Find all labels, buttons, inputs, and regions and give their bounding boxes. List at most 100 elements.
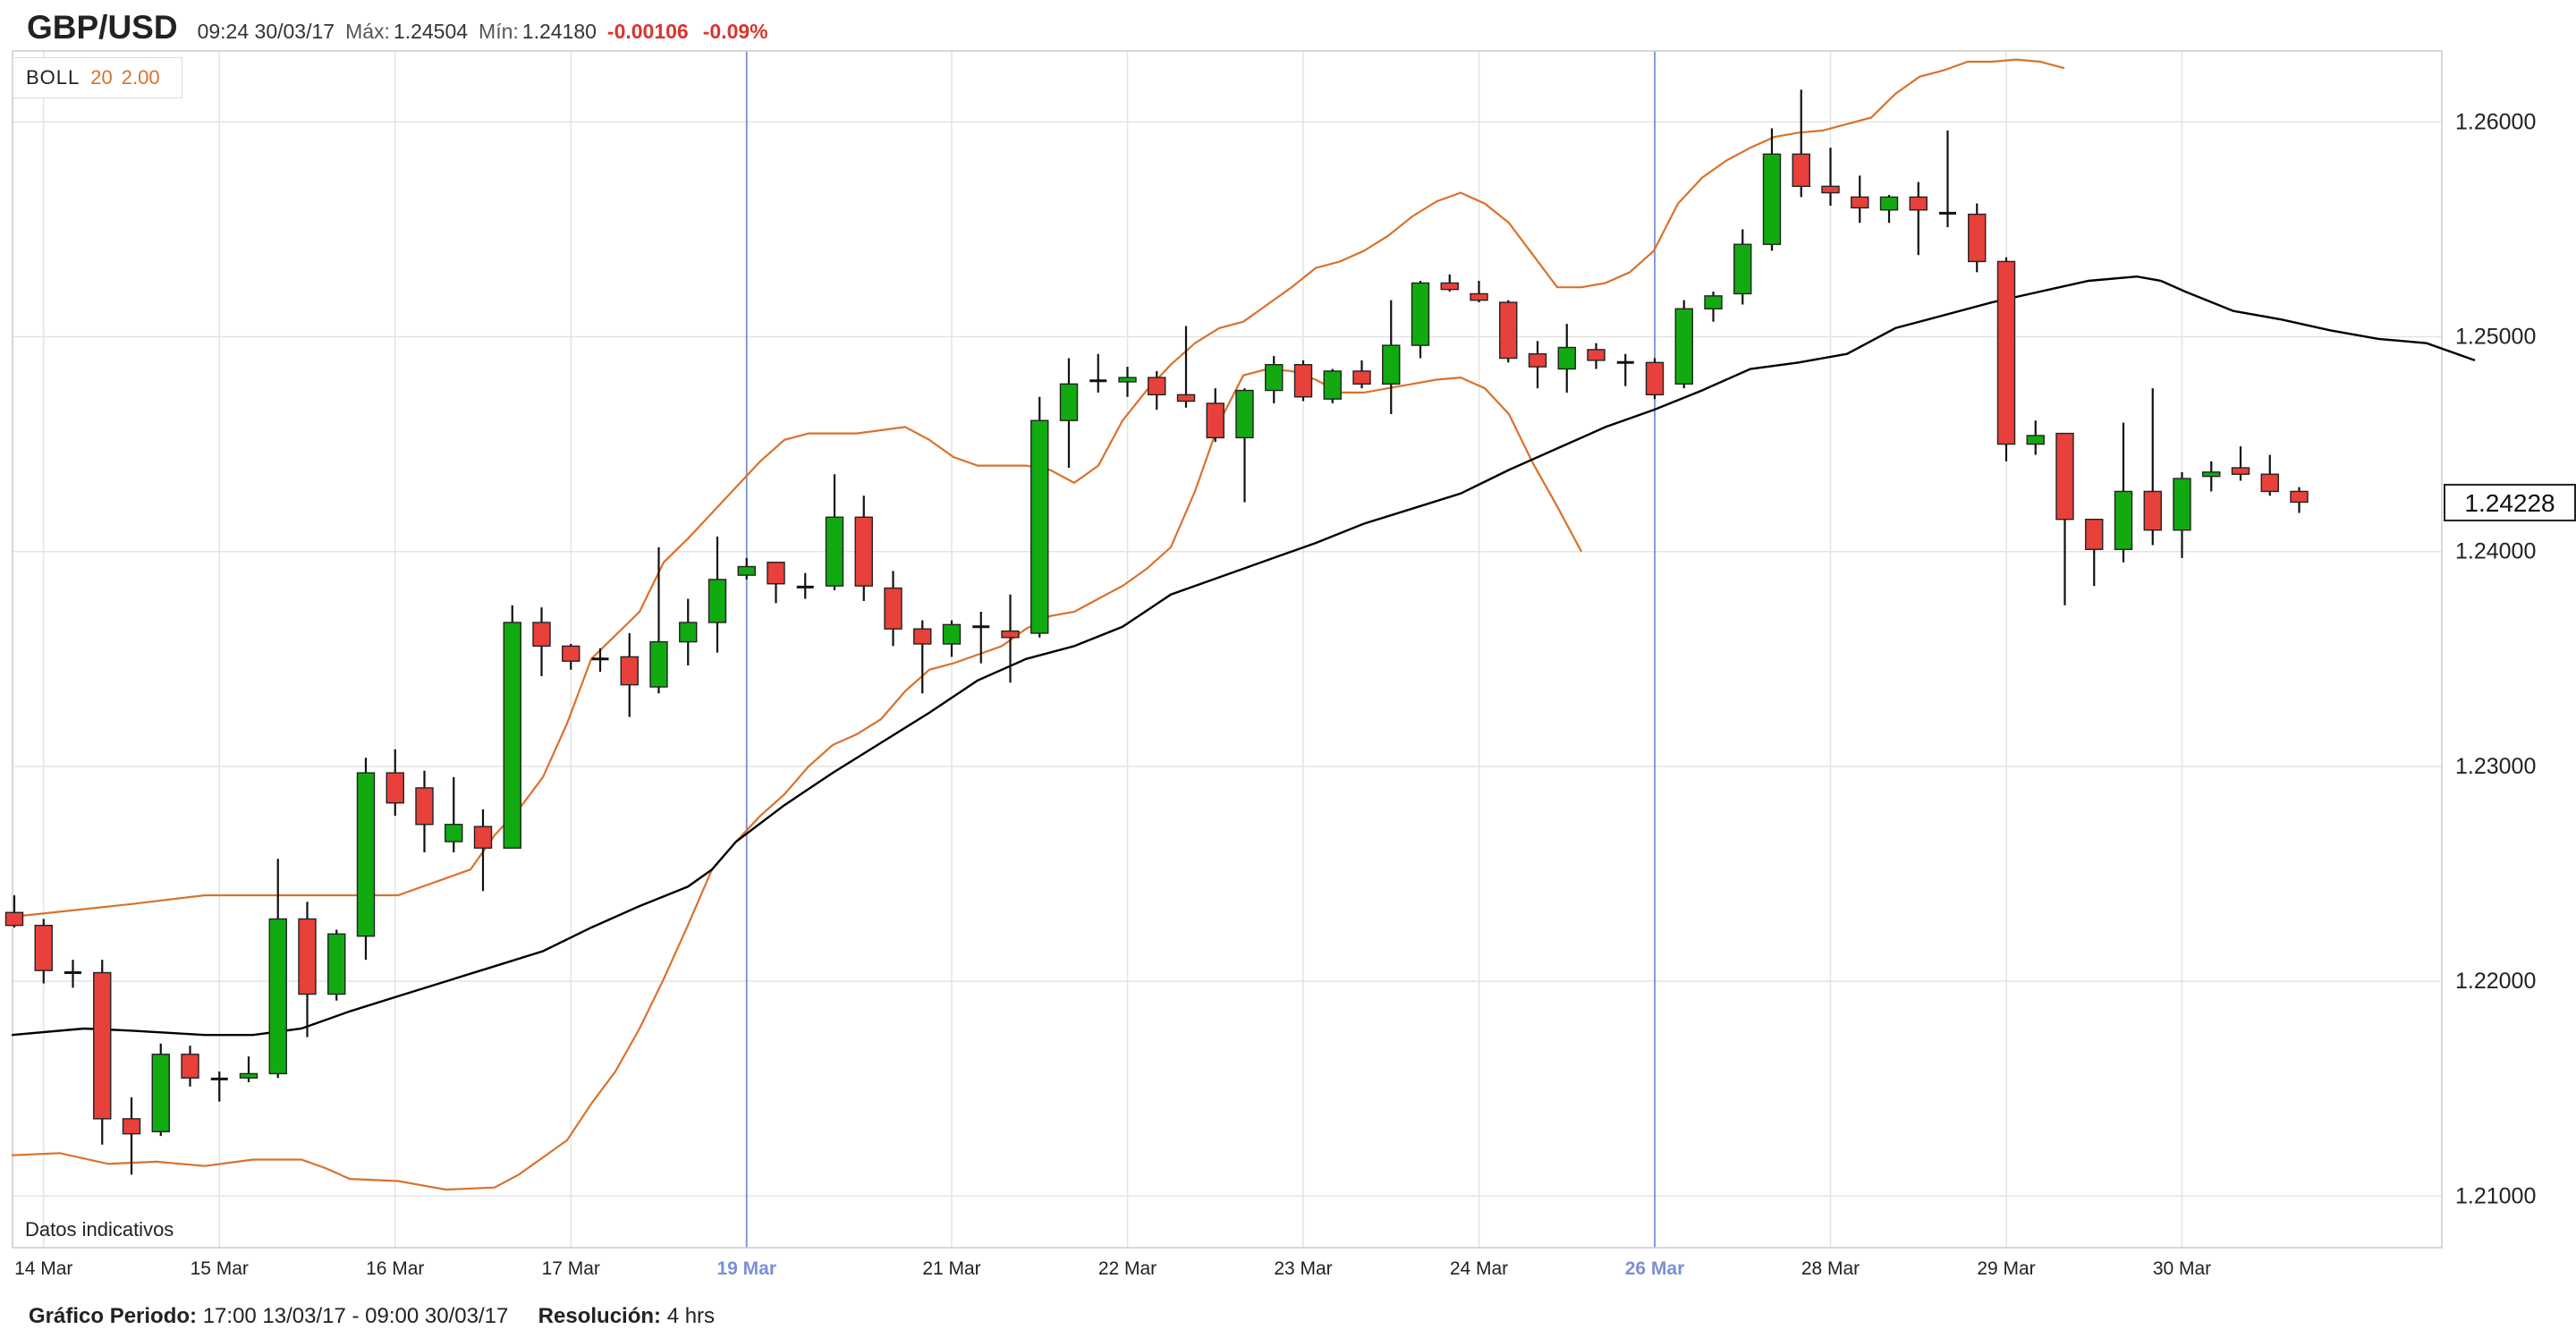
candle	[2173, 471, 2191, 558]
candle	[1206, 388, 1224, 443]
candle-body-up	[1557, 346, 1576, 370]
period-value: 17:00 13/03/17 - 09:00 30/03/17	[202, 1304, 509, 1328]
candle	[298, 902, 317, 1037]
candle	[122, 1097, 141, 1175]
candle-body-down	[2143, 490, 2162, 531]
x-tick-label: 26 Mar	[1625, 1258, 1685, 1279]
candle-body-up	[1265, 364, 1284, 392]
candle	[34, 919, 53, 984]
candle	[2055, 432, 2074, 605]
highlight-lines	[745, 51, 1656, 1248]
change-value: -0.00106	[606, 20, 689, 43]
candle	[2085, 518, 2104, 587]
candle	[1879, 194, 1899, 224]
candle	[1323, 368, 1342, 403]
candle	[1587, 343, 1606, 369]
chart-header: GBP/USD 09:24 30/03/17 Máx: 1.24504 Mín:…	[27, 9, 783, 50]
candle-body-down	[1851, 196, 1869, 209]
candle	[1704, 292, 1723, 322]
candle	[503, 605, 521, 849]
x-tick-label: 17 Mar	[542, 1258, 600, 1279]
candle	[1645, 358, 1665, 400]
candle-body-up	[737, 565, 756, 576]
candle	[1352, 360, 1371, 389]
candle-body-down	[1587, 349, 1606, 361]
resolution-value: 4 hrs	[666, 1304, 716, 1328]
candle-body-down	[854, 516, 873, 587]
candle-body-up	[2114, 490, 2133, 550]
candle-body-up	[1674, 308, 1693, 385]
boll-upper-band	[11, 58, 2065, 919]
candle-body-up	[268, 918, 287, 1075]
candle	[562, 643, 580, 670]
candle	[1089, 353, 1107, 393]
candle-body-down	[620, 656, 639, 686]
boll-middle-band	[11, 275, 2476, 1037]
candle	[473, 809, 493, 892]
candle	[1909, 182, 1928, 256]
candle-body-down	[1293, 364, 1313, 398]
candle-body-down	[562, 645, 580, 662]
period-label: Gráfico Periodo:	[29, 1304, 198, 1328]
candle-body-up	[2173, 478, 2191, 531]
candle-body-up	[239, 1072, 258, 1079]
candle-body-down	[1176, 394, 1196, 402]
candle-body-down	[1499, 301, 1518, 360]
candle-body-up	[1762, 153, 1782, 245]
candle-body-down	[1528, 353, 1547, 368]
candle	[2143, 388, 2162, 546]
candle	[151, 1043, 170, 1137]
symbol-title: GBP/USD	[27, 9, 178, 46]
candle	[1382, 300, 1401, 414]
candle	[1528, 341, 1547, 389]
candle-body-down	[1968, 213, 1987, 263]
last-price-label: 1.24228	[2464, 489, 2555, 517]
candle	[2114, 422, 2133, 563]
candle-body-down	[122, 1118, 141, 1135]
candle	[1059, 358, 1079, 469]
candle-body-down	[1440, 282, 1459, 291]
candle	[1762, 128, 1782, 251]
y-tick-label: 1.22000	[2455, 969, 2536, 994]
candle	[1821, 148, 1840, 206]
candle	[2290, 487, 2309, 513]
candle	[93, 960, 112, 1145]
candle	[1939, 130, 1956, 227]
candle-body-up	[942, 623, 962, 645]
candle-body-down	[93, 971, 112, 1120]
x-tick-label: 28 Mar	[1801, 1258, 1860, 1279]
candle	[1616, 353, 1634, 386]
candle	[1030, 396, 1049, 638]
candle-body-down	[1645, 361, 1665, 396]
candle-body-down	[2290, 490, 2309, 504]
candle-body-up	[151, 1054, 170, 1132]
candle-body-down	[1352, 370, 1371, 385]
indicator-name: BOLL	[26, 66, 80, 89]
candle-body-down	[884, 587, 902, 630]
candle-body-down	[767, 562, 785, 585]
candle	[679, 598, 698, 666]
x-axis: 14 Mar 15 Mar 16 Mar 17 Mar 19 Mar 21 Mar 22 M…	[14, 1258, 2211, 1279]
candle	[620, 632, 639, 717]
candle-body-down	[913, 628, 932, 645]
candle	[415, 770, 434, 853]
plot-frame	[12, 50, 2443, 1249]
disclaimer-text: Datos indicativos	[25, 1218, 174, 1241]
chart-footer: Gráfico Periodo: 17:00 13/03/17 - 09:00 …	[29, 1304, 715, 1329]
candle	[1118, 367, 1137, 397]
candle	[1499, 300, 1518, 363]
candle-body-up	[1118, 377, 1137, 383]
candle-body-up	[2202, 471, 2221, 478]
candle	[327, 929, 346, 1001]
x-tick-label: 24 Mar	[1450, 1258, 1508, 1279]
candle-body-up	[649, 640, 668, 688]
indicator-legend[interactable]: BOLL 20 2.00	[13, 57, 182, 98]
candle-body-down	[34, 924, 53, 971]
candle-body-up	[2026, 435, 2045, 445]
candle-body-down	[181, 1054, 199, 1079]
candle	[1001, 594, 1020, 683]
candle	[972, 611, 990, 664]
candle-body-down	[1909, 196, 1928, 211]
x-tick-label: 14 Mar	[14, 1258, 72, 1279]
